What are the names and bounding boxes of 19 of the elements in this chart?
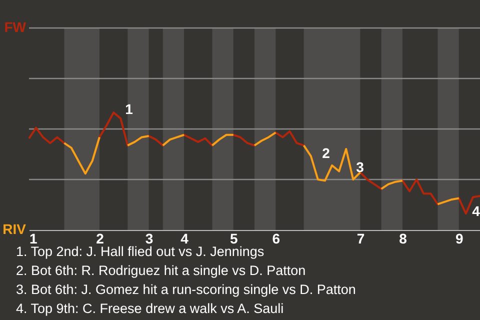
- text: RIV: [2, 221, 27, 237]
- text: 2. Bot 6th: R. Rodriguez hit a single vs D. Patton: [16, 263, 306, 278]
- text: FW: [4, 19, 27, 35]
- annotation: 3: [356, 159, 364, 175]
- annotation: 2: [322, 145, 330, 161]
- x-tick-label: 3: [145, 230, 154, 246]
- x-tick-label: 8: [399, 230, 408, 246]
- x-tick-label: 5: [230, 230, 238, 246]
- text: 1. Top 2nd: J. Hall flied out vs J. Jennings: [16, 244, 264, 259]
- x-tick-label: 7: [356, 230, 365, 246]
- x-tick-label: 9: [455, 230, 464, 246]
- x-tick-label: 6: [272, 230, 280, 246]
- x-tick-label: 4: [180, 230, 189, 246]
- text: 4. Top 9th: C. Freese drew a walk vs A. Sauli: [16, 301, 284, 316]
- x-tick-label: 1: [30, 230, 38, 246]
- text: 3. Bot 6th: J. Gomez hit a run-scoring single vs D. Patton: [16, 282, 356, 297]
- annotation: 1: [125, 101, 134, 117]
- x-tick-label: 2: [96, 230, 104, 246]
- annotation: 4: [472, 203, 480, 219]
